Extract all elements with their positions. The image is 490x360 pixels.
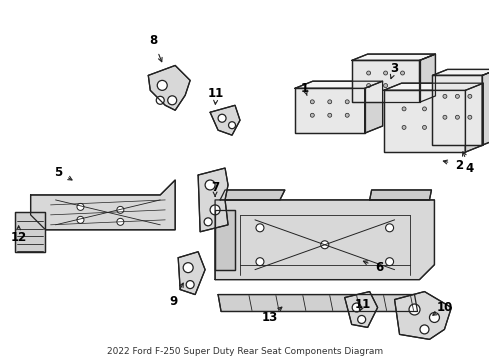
Text: 2022 Ford F-250 Super Duty Rear Seat Components Diagram: 2022 Ford F-250 Super Duty Rear Seat Com… — [107, 347, 383, 356]
Text: 12: 12 — [10, 231, 27, 244]
Polygon shape — [215, 210, 235, 270]
Circle shape — [77, 216, 84, 223]
Circle shape — [402, 107, 406, 111]
Polygon shape — [433, 69, 490, 75]
Polygon shape — [15, 212, 45, 252]
Circle shape — [429, 312, 440, 323]
Text: 11: 11 — [208, 87, 224, 100]
Circle shape — [443, 115, 447, 119]
Circle shape — [400, 84, 405, 87]
Circle shape — [256, 258, 264, 266]
Circle shape — [422, 125, 426, 129]
Circle shape — [204, 218, 212, 226]
Circle shape — [117, 206, 124, 213]
Polygon shape — [198, 168, 228, 232]
Circle shape — [367, 84, 370, 87]
Polygon shape — [352, 60, 419, 102]
Circle shape — [422, 107, 426, 111]
Text: 9: 9 — [169, 295, 177, 308]
Text: 7: 7 — [211, 181, 219, 194]
Circle shape — [402, 125, 406, 129]
Circle shape — [386, 224, 393, 232]
Circle shape — [386, 258, 393, 266]
Circle shape — [420, 325, 429, 334]
Polygon shape — [215, 200, 435, 280]
Circle shape — [210, 205, 220, 215]
Circle shape — [345, 100, 349, 104]
Circle shape — [409, 304, 420, 315]
Polygon shape — [30, 180, 175, 230]
Polygon shape — [218, 294, 417, 311]
Polygon shape — [384, 90, 466, 152]
Circle shape — [384, 71, 388, 75]
Text: 11: 11 — [355, 298, 371, 311]
Polygon shape — [220, 190, 285, 200]
Circle shape — [367, 71, 370, 75]
Circle shape — [228, 122, 236, 129]
Circle shape — [352, 303, 361, 312]
Circle shape — [218, 114, 226, 122]
Polygon shape — [466, 83, 483, 152]
Polygon shape — [295, 81, 383, 88]
Text: 3: 3 — [391, 62, 399, 75]
Circle shape — [345, 113, 349, 117]
Text: 5: 5 — [54, 166, 63, 179]
Polygon shape — [345, 292, 378, 328]
Polygon shape — [394, 292, 451, 339]
Circle shape — [328, 100, 332, 104]
Circle shape — [156, 96, 164, 104]
Circle shape — [468, 94, 472, 98]
Circle shape — [183, 263, 193, 273]
Circle shape — [157, 80, 167, 90]
Text: 10: 10 — [436, 301, 453, 314]
Polygon shape — [369, 190, 432, 200]
Circle shape — [400, 71, 405, 75]
Polygon shape — [433, 75, 482, 145]
Text: 4: 4 — [465, 162, 473, 175]
Circle shape — [443, 107, 447, 111]
Text: 6: 6 — [375, 261, 384, 274]
Circle shape — [384, 84, 388, 87]
Circle shape — [443, 125, 447, 129]
Polygon shape — [352, 54, 436, 60]
Circle shape — [455, 115, 460, 119]
Circle shape — [310, 113, 314, 117]
Circle shape — [455, 94, 460, 98]
Polygon shape — [482, 69, 490, 145]
Circle shape — [468, 115, 472, 119]
Circle shape — [186, 280, 194, 289]
Circle shape — [205, 180, 215, 190]
Text: 13: 13 — [262, 311, 278, 324]
Polygon shape — [384, 83, 483, 90]
Circle shape — [77, 203, 84, 210]
Polygon shape — [178, 252, 205, 294]
Text: 2: 2 — [455, 158, 464, 172]
Text: 1: 1 — [301, 82, 309, 95]
Polygon shape — [419, 54, 436, 102]
Circle shape — [310, 100, 314, 104]
Polygon shape — [210, 105, 240, 135]
Polygon shape — [148, 66, 190, 110]
Circle shape — [358, 315, 366, 323]
Polygon shape — [295, 88, 365, 133]
Text: 8: 8 — [149, 34, 157, 47]
Circle shape — [443, 94, 447, 98]
Circle shape — [117, 219, 124, 225]
Circle shape — [168, 96, 177, 105]
Polygon shape — [365, 81, 383, 133]
Circle shape — [328, 113, 332, 117]
Circle shape — [321, 241, 329, 249]
Circle shape — [256, 224, 264, 232]
